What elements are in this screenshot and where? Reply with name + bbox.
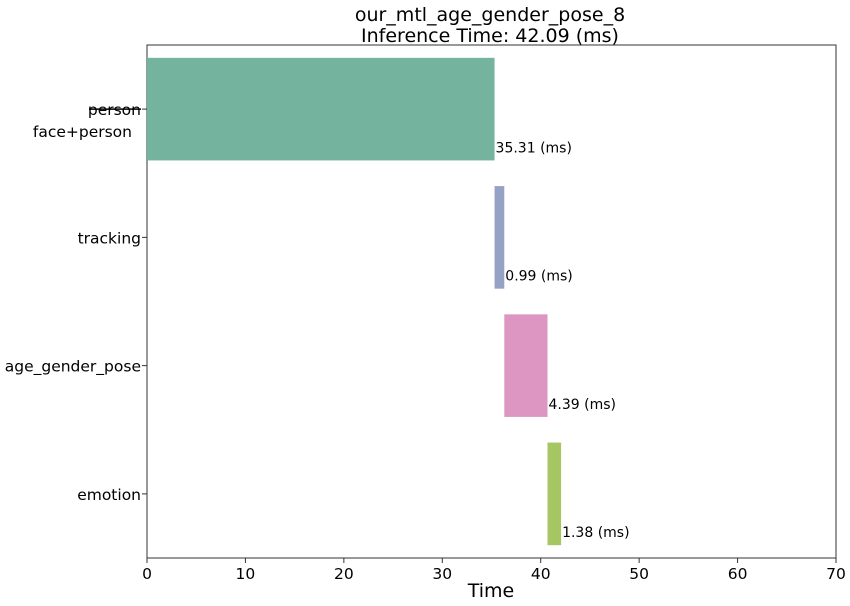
data-label: 35.31 (ms) (496, 140, 572, 156)
bar-age-gender-pose (504, 314, 548, 417)
bar-face-person (147, 57, 495, 161)
x-tick-label: 10 (236, 565, 256, 583)
x-tick-label: 60 (728, 565, 748, 583)
data-label: 1.38 (ms) (562, 525, 629, 541)
y-tick-label: emotion (77, 486, 141, 504)
data-label: 4.39 (ms) (549, 397, 616, 413)
data-label: 0.99 (ms) (505, 269, 572, 285)
y-tick-label: age_gender_pose (5, 358, 141, 377)
y-tick-label-struck: person (88, 101, 141, 119)
y-tick-label: tracking (78, 229, 141, 247)
y-tick-label: face+person (33, 123, 132, 141)
x-axis: 0 10 20 30 40 50 60 70 (142, 558, 846, 583)
bars-layer: 35.31 (ms) 0.99 (ms) 4.39 (ms) 1.38 (ms) (147, 57, 630, 546)
y-axis: person face+person tracking age_gender_pose… (5, 101, 147, 504)
chart-title: our_mtl_age_gender_pose_8 (355, 4, 625, 26)
bar-emotion (547, 442, 562, 546)
x-tick-label: 70 (826, 565, 846, 583)
x-tick-label: 20 (334, 565, 354, 583)
x-tick-label: 0 (142, 565, 152, 583)
x-tick-label: 50 (629, 565, 649, 583)
x-tick-label: 30 (432, 565, 452, 583)
x-axis-label: Time (467, 580, 515, 602)
x-tick-label: 40 (531, 565, 551, 583)
plot-area-frame (146, 44, 837, 559)
chart-subtitle: Inference Time: 42.09 (ms) (361, 25, 619, 47)
bar-tracking (494, 186, 505, 289)
